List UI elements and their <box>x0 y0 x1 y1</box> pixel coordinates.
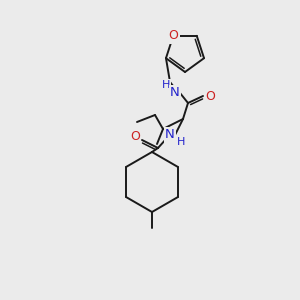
Text: H: H <box>177 137 185 147</box>
Text: O: O <box>168 29 178 42</box>
Text: H: H <box>162 80 170 90</box>
Text: N: N <box>170 86 180 100</box>
Text: O: O <box>205 89 215 103</box>
Text: N: N <box>165 128 175 142</box>
Text: O: O <box>130 130 140 143</box>
